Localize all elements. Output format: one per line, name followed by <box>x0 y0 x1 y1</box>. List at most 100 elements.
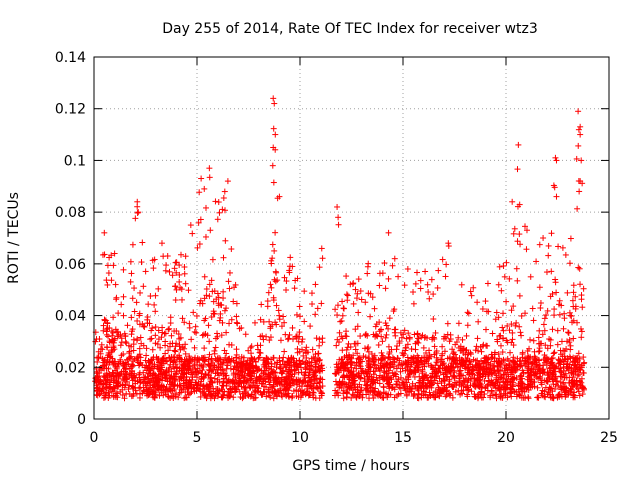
data-point <box>500 310 507 317</box>
data-point <box>152 308 159 315</box>
data-point <box>298 338 305 345</box>
data-point <box>411 331 418 338</box>
data-point <box>335 214 342 221</box>
data-point <box>498 287 505 294</box>
data-point <box>535 334 542 341</box>
data-point <box>140 283 147 290</box>
data-point <box>131 285 138 292</box>
data-point <box>176 278 183 285</box>
data-point <box>370 371 377 378</box>
data-point <box>134 317 141 324</box>
data-point <box>376 282 383 289</box>
data-point <box>558 338 565 345</box>
data-point <box>233 351 240 358</box>
data-point <box>272 229 279 236</box>
data-point <box>171 347 178 354</box>
data-point <box>577 281 584 288</box>
data-point <box>115 310 122 317</box>
data-point <box>167 314 174 321</box>
data-point <box>113 294 120 301</box>
data-point <box>465 310 472 317</box>
data-point <box>120 312 127 319</box>
data-point <box>522 223 529 230</box>
data-point <box>281 348 288 355</box>
data-point <box>551 306 558 313</box>
data-point <box>271 247 278 254</box>
data-point <box>132 215 139 222</box>
data-point <box>580 285 587 292</box>
data-point <box>316 336 323 343</box>
data-point <box>338 317 345 324</box>
data-point <box>573 155 580 162</box>
data-point <box>335 221 342 228</box>
data-point <box>529 305 536 312</box>
data-point <box>445 240 452 247</box>
data-point <box>152 332 159 339</box>
data-point <box>380 383 387 390</box>
data-point <box>516 231 523 238</box>
data-point <box>336 329 343 336</box>
data-point <box>275 307 282 314</box>
data-point <box>214 216 221 223</box>
data-point <box>386 315 393 322</box>
data-point <box>564 289 571 296</box>
y-tick-label: 0.1 <box>64 153 86 169</box>
data-point <box>101 229 108 236</box>
data-point <box>350 300 357 307</box>
data-point <box>365 344 372 351</box>
x-tick-label: 20 <box>497 430 515 446</box>
data-point <box>268 260 275 267</box>
data-point <box>482 298 489 305</box>
data-point <box>570 282 577 289</box>
data-point <box>110 262 117 269</box>
data-point <box>575 264 582 271</box>
data-point <box>540 235 547 241</box>
data-point <box>553 289 560 296</box>
data-point <box>516 292 523 299</box>
x-tick-label: 10 <box>291 430 309 446</box>
data-point <box>484 280 491 287</box>
data-point <box>212 198 219 205</box>
data-point <box>226 341 233 348</box>
data-point <box>417 277 424 284</box>
data-point <box>196 189 203 196</box>
data-point <box>352 346 359 353</box>
data-point <box>449 383 456 390</box>
data-point <box>579 391 586 398</box>
data-point <box>280 313 287 320</box>
data-point <box>431 351 438 358</box>
data-point <box>127 278 134 285</box>
data-point <box>293 311 300 318</box>
data-point <box>474 335 481 342</box>
data-point <box>137 289 144 296</box>
y-tick-label: 0.12 <box>55 102 86 118</box>
data-point <box>468 292 475 299</box>
data-point <box>408 345 415 352</box>
data-point <box>550 350 557 357</box>
data-point <box>551 312 558 319</box>
data-point <box>395 273 402 280</box>
data-point <box>339 312 346 319</box>
data-point <box>579 304 586 311</box>
y-tick-label: 0.04 <box>55 309 86 325</box>
data-point <box>537 305 544 312</box>
data-point <box>293 387 300 394</box>
data-point <box>129 241 136 248</box>
data-point <box>313 335 320 342</box>
data-point <box>536 327 543 334</box>
data-point <box>128 314 135 321</box>
data-point <box>548 230 555 237</box>
data-point <box>412 280 419 287</box>
data-point <box>155 285 162 292</box>
data-point <box>290 336 297 343</box>
x-axis-title: GPS time / hours <box>292 458 409 474</box>
data-point <box>480 341 487 348</box>
data-point <box>272 278 279 285</box>
data-point <box>209 256 216 263</box>
x-tick-label: 15 <box>394 430 412 446</box>
data-point <box>276 312 283 319</box>
data-point <box>471 391 478 398</box>
data-point <box>162 375 169 382</box>
data-point <box>283 287 290 294</box>
data-point <box>424 281 431 288</box>
